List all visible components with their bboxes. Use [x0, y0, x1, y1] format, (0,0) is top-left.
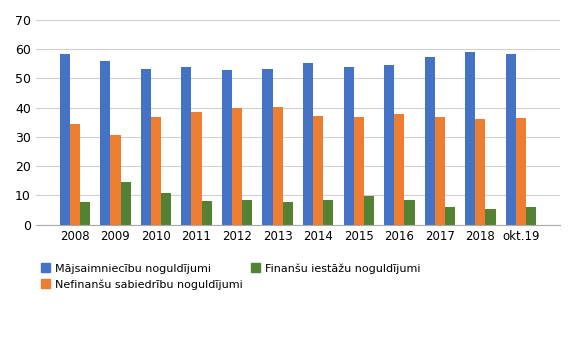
- Bar: [60, 54, 70, 225]
- Bar: [110, 135, 121, 225]
- Bar: [70, 124, 80, 225]
- Bar: [121, 182, 131, 225]
- Bar: [425, 57, 435, 225]
- Bar: [354, 116, 364, 225]
- Bar: [404, 200, 415, 225]
- Bar: [445, 207, 455, 225]
- Bar: [485, 209, 496, 225]
- Bar: [141, 69, 151, 225]
- Bar: [191, 112, 202, 225]
- Bar: [181, 67, 191, 225]
- Bar: [364, 196, 374, 225]
- Bar: [262, 69, 273, 225]
- Bar: [232, 108, 242, 225]
- Bar: [394, 114, 404, 225]
- Bar: [242, 200, 252, 225]
- Bar: [283, 202, 293, 225]
- Bar: [465, 52, 476, 225]
- Bar: [526, 207, 536, 225]
- Bar: [202, 201, 212, 225]
- Bar: [151, 117, 161, 225]
- Legend: Mājsaimniecību noguldījumi, Nefinanšu sabiedrību noguldījumi, Finanšu iestāžu no: Mājsaimniecību noguldījumi, Nefinanšu sa…: [41, 263, 420, 290]
- Bar: [161, 193, 171, 225]
- Bar: [80, 202, 90, 225]
- Bar: [273, 107, 283, 225]
- Bar: [100, 61, 110, 225]
- Bar: [506, 54, 516, 225]
- Bar: [313, 116, 323, 225]
- Bar: [476, 119, 485, 225]
- Bar: [222, 70, 232, 225]
- Bar: [516, 118, 526, 225]
- Bar: [343, 67, 354, 225]
- Bar: [323, 200, 334, 225]
- Bar: [303, 63, 313, 225]
- Bar: [384, 65, 394, 225]
- Bar: [435, 116, 445, 225]
